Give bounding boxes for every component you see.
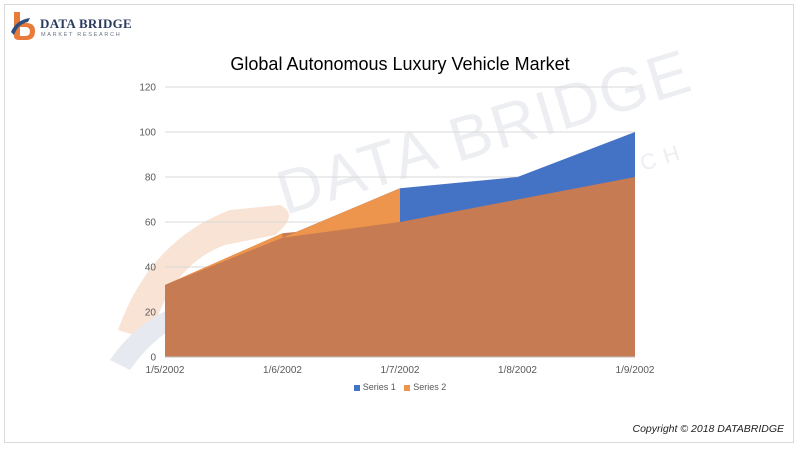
area-series-2 (165, 177, 635, 357)
y-tick-label: 0 (150, 353, 156, 364)
x-tick-label: 1/7/2002 (381, 365, 420, 376)
chart-title: Global Autonomous Luxury Vehicle Market (230, 54, 570, 74)
y-tick-label: 120 (139, 83, 156, 94)
data-bridge-logo-icon (11, 12, 35, 40)
legend-label-series-1: Series 1 (362, 382, 396, 392)
logo-tagline: MARKET RESEARCH (41, 32, 122, 38)
legend-label-series-2: Series 2 (413, 382, 447, 392)
watermark-swoosh (110, 290, 250, 370)
y-tick-label: 60 (145, 218, 157, 229)
legend: Series 1 Series 2 (0, 382, 800, 392)
y-axis: 0 20 40 60 80 100 120 (139, 83, 156, 364)
legend-item-series-1: Series 1 (353, 382, 396, 392)
y-tick-label: 80 (145, 173, 157, 184)
x-tick-label: 1/6/2002 (263, 365, 302, 376)
copyright: Copyright © 2018 DATABRIDGE (632, 423, 785, 435)
x-tick-label: 1/5/2002 (146, 365, 185, 376)
watermark-logo-icon (118, 205, 289, 340)
legend-swatch-series-1 (353, 384, 360, 391)
y-tick-label: 100 (139, 128, 156, 139)
area-series-2-highlight (282, 188, 400, 238)
y-tick-label: 40 (145, 263, 157, 274)
legend-item-series-2: Series 2 (404, 382, 446, 392)
x-tick-label: 1/8/2002 (498, 365, 537, 376)
x-axis: 1/5/2002 1/6/2002 1/7/2002 1/8/2002 1/9/2002 (146, 356, 655, 376)
logo-name: DATA BRIDGE (40, 16, 133, 31)
area-series-2-highlight (165, 233, 283, 285)
y-tick-label: 20 (145, 308, 157, 319)
legend-swatch-series-2 (404, 384, 411, 391)
x-tick-label: 1/9/2002 (616, 365, 655, 376)
plot-areas (165, 132, 635, 357)
